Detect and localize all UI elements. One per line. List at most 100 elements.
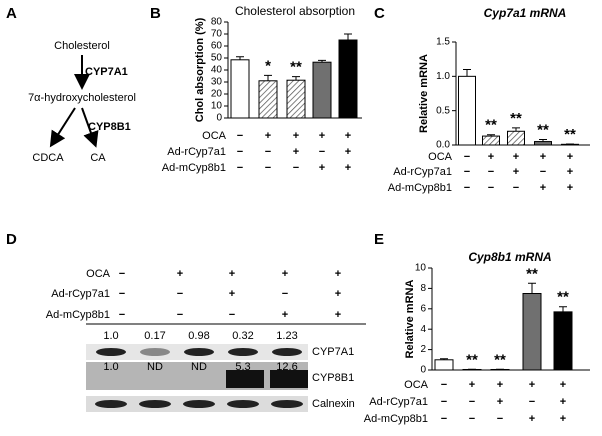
condition-sign: −: [237, 146, 243, 158]
condition-sign: +: [265, 130, 271, 142]
significance: **: [494, 351, 506, 368]
condition-sign: +: [345, 130, 351, 142]
condition-sign: +: [540, 182, 546, 194]
significance: **: [510, 110, 522, 127]
condition-sign: +: [513, 166, 519, 178]
condition-sign: +: [319, 162, 325, 174]
significance: **: [564, 126, 576, 143]
enzyme: CYP7A1: [85, 66, 128, 78]
condition-sign: +: [282, 268, 288, 280]
condition-sign: −: [265, 162, 271, 174]
band: [271, 400, 303, 408]
band: [95, 400, 127, 408]
condition-sign: −: [237, 130, 243, 142]
bar: [258, 80, 278, 119]
condition-sign: +: [345, 146, 351, 158]
y-tick-label: 30: [211, 77, 223, 88]
band: [272, 348, 302, 356]
band: [184, 348, 214, 356]
band: [139, 400, 171, 408]
condition-sign: +: [567, 182, 573, 194]
blot-label: CYP8B1: [312, 372, 354, 384]
y-tick-label: 80: [211, 17, 223, 28]
condition-sign: +: [229, 288, 235, 300]
bar: [434, 359, 454, 371]
condition-label: Ad-rCyp7a1: [51, 288, 110, 300]
y-tick-label: 70: [211, 29, 223, 40]
chart-title: Cyp7a1 mRNA: [484, 6, 567, 20]
condition-sign: −: [237, 162, 243, 174]
condition-sign: +: [488, 151, 494, 163]
node: CA: [90, 152, 106, 164]
chart-title: Cholesterol absorption: [235, 4, 355, 18]
error-bar: [440, 358, 448, 360]
condition-sign: +: [497, 396, 503, 408]
y-tick-label: 50: [211, 53, 223, 64]
condition-sign: +: [335, 309, 341, 321]
condition-sign: −: [469, 413, 475, 425]
band: [227, 400, 259, 408]
y-axis-label: Relative mRNA: [404, 280, 416, 359]
significance: **: [290, 59, 302, 76]
significance: **: [557, 289, 569, 306]
band-ratio: ND: [191, 361, 207, 373]
y-tick-label: 2: [420, 344, 426, 355]
condition-label: Ad-mCyp8b1: [388, 182, 452, 194]
y-tick-label: 1.0: [436, 71, 450, 82]
error-bar: [528, 282, 536, 294]
bar: [338, 39, 358, 119]
condition-sign: +: [319, 130, 325, 142]
condition-sign: +: [497, 379, 503, 391]
y-tick-label: 20: [211, 89, 223, 100]
condition-sign: +: [345, 162, 351, 174]
condition-sign: +: [335, 268, 341, 280]
condition-sign: +: [560, 396, 566, 408]
node: Cholesterol: [54, 40, 110, 52]
band-ratio: 0.98: [188, 330, 209, 342]
condition-sign: −: [177, 309, 183, 321]
arrow: [49, 107, 76, 148]
condition-sign: +: [293, 146, 299, 158]
chart-title: Cyp8b1 mRNA: [468, 250, 551, 264]
y-axis-label: Relative mRNA: [418, 54, 430, 133]
condition-sign: +: [567, 151, 573, 163]
band-ratio: 5.3: [235, 361, 250, 373]
condition-sign: −: [497, 413, 503, 425]
condition-label: Ad-rCyp7a1: [369, 396, 428, 408]
condition-sign: +: [282, 309, 288, 321]
condition-sign: −: [441, 396, 447, 408]
band: [270, 370, 308, 388]
band-ratio: 12.6: [276, 361, 297, 373]
node: CDCA: [32, 152, 64, 164]
significance: **: [537, 121, 549, 138]
condition-sign: +: [529, 413, 535, 425]
bar: [534, 141, 552, 146]
condition-sign: −: [441, 413, 447, 425]
band-ratio: 1.23: [276, 330, 297, 342]
condition-sign: −: [319, 146, 325, 158]
pathway-diagram: A Cholesterol CYP7A1 7α-hydroxycholester…: [6, 5, 136, 164]
condition-sign: +: [513, 151, 519, 163]
condition-sign: −: [488, 182, 494, 194]
condition-sign: −: [177, 288, 183, 300]
condition-label: Ad-rCyp7a1: [393, 166, 452, 178]
significance: **: [526, 265, 538, 282]
condition-sign: −: [529, 396, 535, 408]
condition-sign: +: [293, 130, 299, 142]
error-bar: [344, 33, 352, 40]
condition-sign: +: [560, 413, 566, 425]
error-bar: [236, 56, 244, 60]
panel-letter: E: [374, 231, 384, 248]
error-bar: [463, 68, 471, 77]
y-tick-label: 60: [211, 41, 223, 52]
condition-sign: −: [464, 182, 470, 194]
band-ratio: 1.0: [103, 361, 118, 373]
y-tick-label: 1.5: [436, 37, 450, 48]
significance: *: [265, 57, 271, 74]
condition-sign: +: [177, 268, 183, 280]
condition-sign: −: [119, 309, 125, 321]
enzyme: CYP8B1: [88, 121, 131, 133]
error-bar: [559, 306, 567, 312]
panel-letter: B: [150, 5, 161, 22]
